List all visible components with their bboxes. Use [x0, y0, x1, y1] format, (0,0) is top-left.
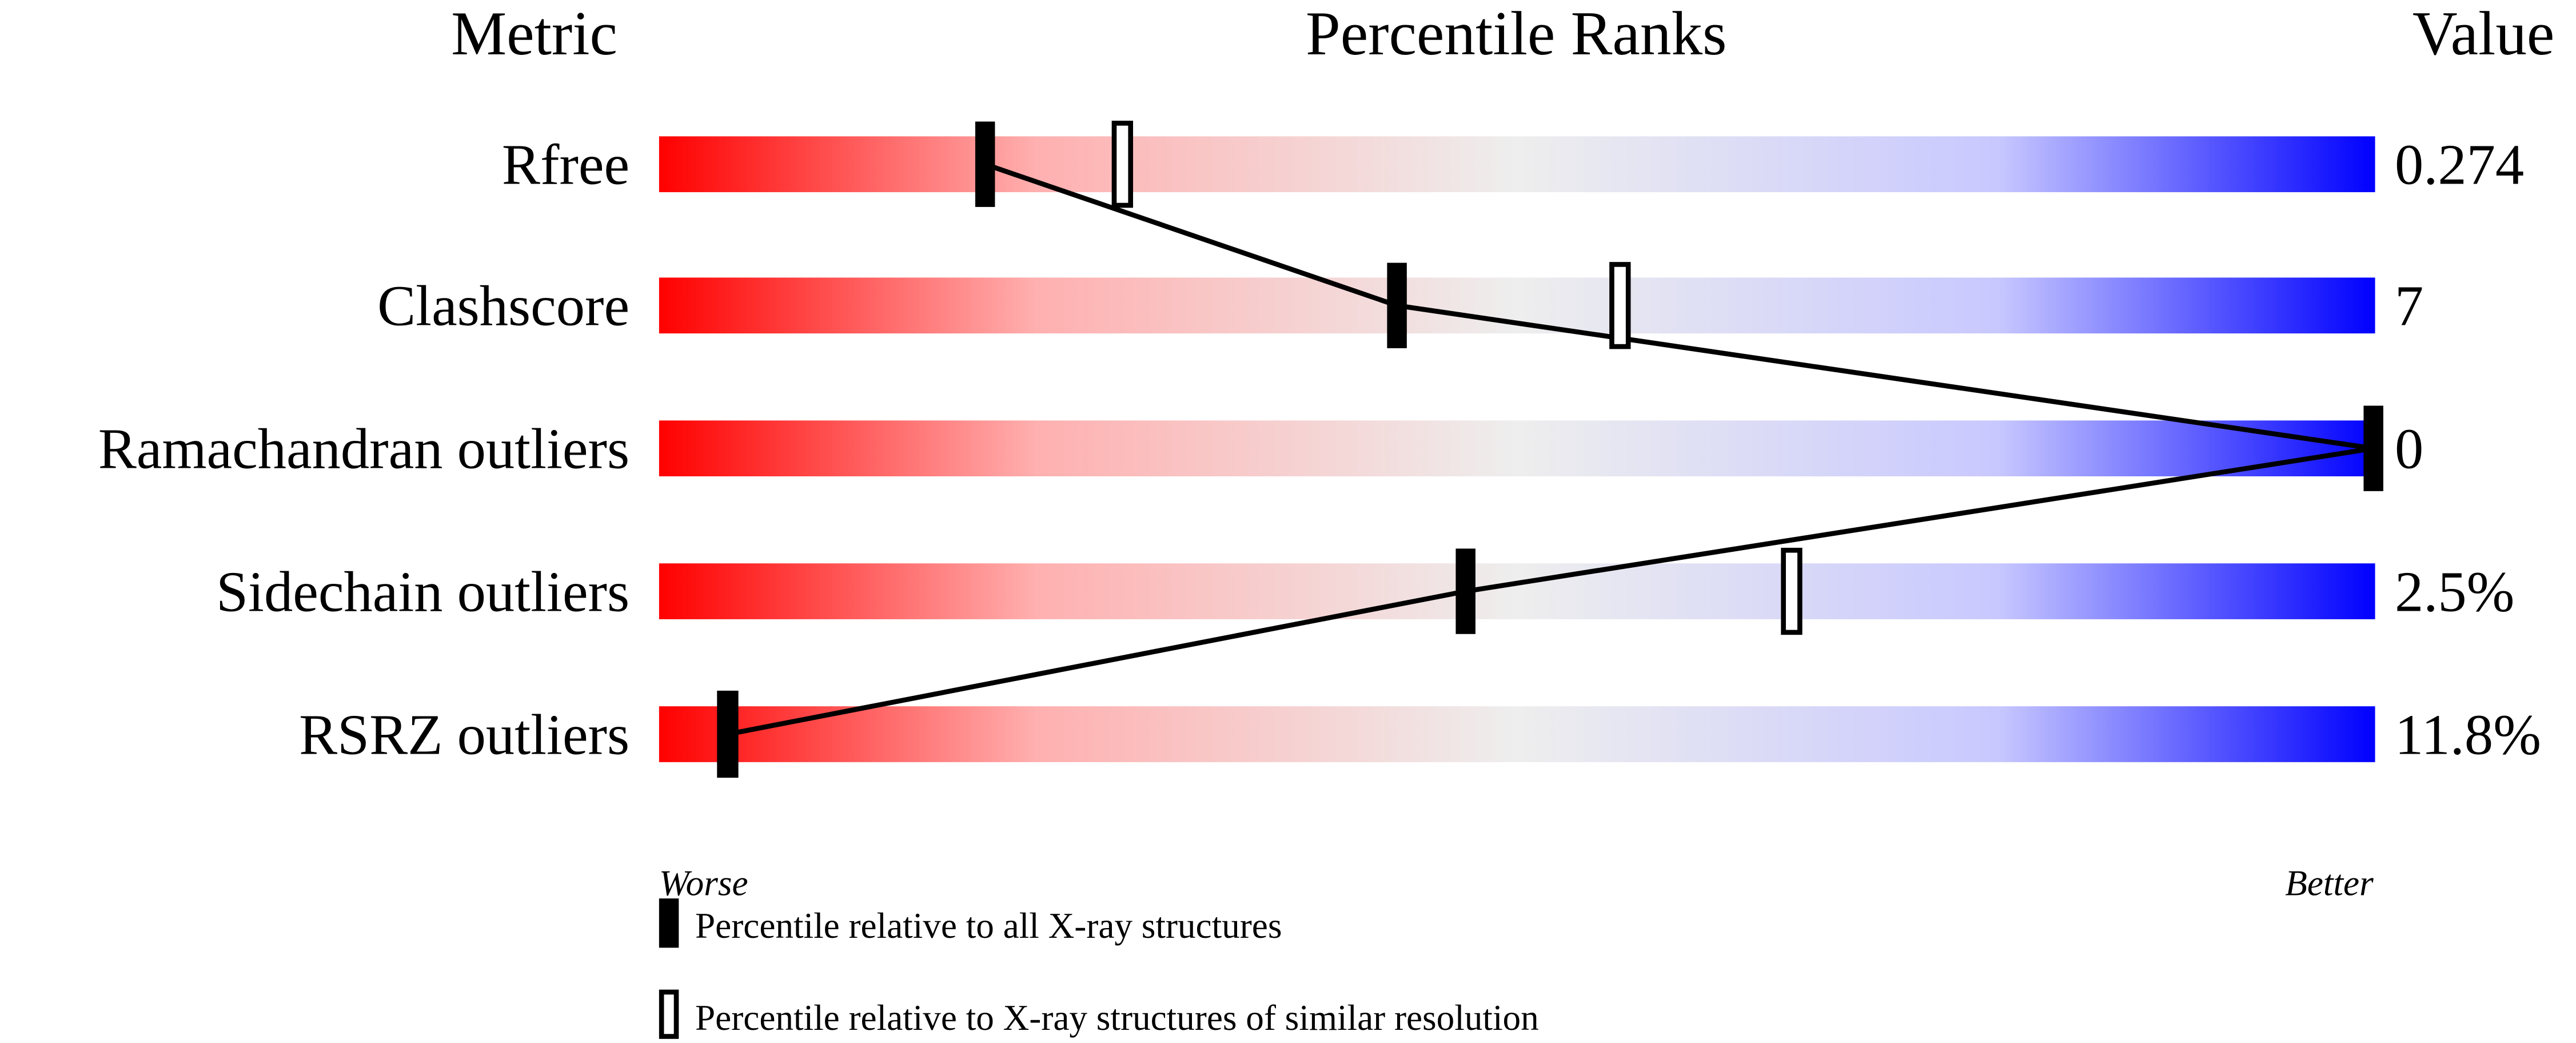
similar-resolution-marker [1111, 121, 1133, 208]
metric-value: 11.8% [2395, 702, 2541, 766]
percentile-bar [659, 563, 2375, 619]
all-structures-marker [2363, 405, 2383, 491]
all-structures-marker [717, 691, 738, 777]
similar-resolution-marker [1609, 262, 1631, 349]
metric-value: 0 [2395, 417, 2423, 481]
percentile-bar [659, 706, 2375, 762]
legend-filled-marker [659, 898, 679, 948]
percentile-bar [659, 420, 2375, 477]
similar-resolution-marker [1781, 547, 1803, 635]
metric-label: Clashscore [377, 274, 629, 338]
metric-label: Ramachandran outliers [98, 417, 629, 481]
metric-header: Metric [451, 0, 617, 68]
worse-label: Worse [659, 863, 748, 903]
metric-value: 2.5% [2395, 560, 2514, 624]
legend-all-label: Percentile relative to all X-ray structu… [695, 906, 1282, 946]
legend-open-marker [659, 989, 679, 1039]
metric-value: 0.274 [2395, 133, 2524, 197]
all-structures-marker [1387, 262, 1407, 348]
chart-title: Percentile Ranks [1306, 0, 1727, 68]
percentile-bar [659, 136, 2375, 193]
metric-label: RSRZ outliers [299, 702, 629, 766]
value-header: Value [2412, 0, 2554, 68]
metric-label: Sidechain outliers [216, 560, 629, 624]
all-structures-marker [975, 121, 995, 207]
metric-value: 7 [2395, 274, 2423, 338]
better-label: Better [2285, 863, 2374, 903]
legend-similar-label: Percentile relative to X-ray structures … [695, 998, 1539, 1038]
all-structures-marker [1456, 548, 1476, 634]
metric-label: Rfree [502, 133, 629, 197]
